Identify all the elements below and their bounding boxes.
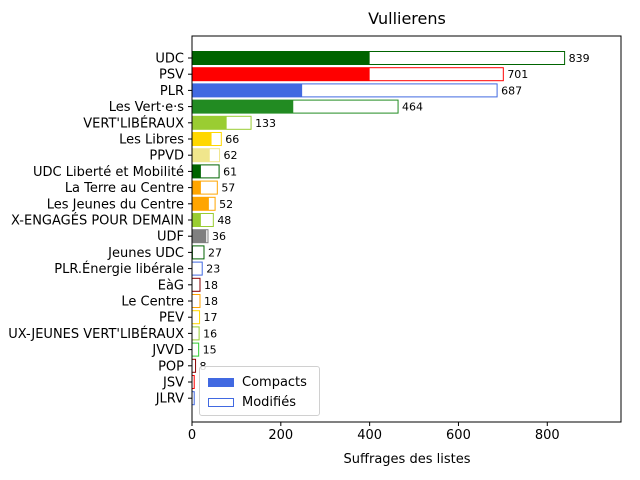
bar-compacts <box>192 116 227 130</box>
data-label: 57 <box>221 182 235 195</box>
legend-swatch-modifies <box>208 397 234 407</box>
data-label: 15 <box>203 344 217 357</box>
chart-title: Vullierens <box>368 9 446 28</box>
x-tick-label: 600 <box>446 428 471 443</box>
y-tick-label: EàG <box>158 278 184 293</box>
y-tick-label: Jeunes UDC <box>107 246 184 261</box>
data-label: 687 <box>501 84 522 97</box>
x-tick-label: 400 <box>357 428 382 443</box>
bar-compacts <box>192 83 303 97</box>
y-tick-label: POP <box>158 359 184 374</box>
y-tick-label: VERT'LIBÉRAUX <box>83 115 184 131</box>
data-label: 62 <box>224 149 238 162</box>
y-tick-label: JLRV <box>155 392 184 407</box>
data-label: 464 <box>402 101 423 114</box>
bar-modifies <box>191 310 201 325</box>
legend-item-modifies: Modifiés <box>208 394 296 410</box>
bar-group <box>191 51 566 406</box>
data-label: 701 <box>507 68 528 81</box>
y-tick-label: Les Jeunes du Centre <box>47 197 184 212</box>
legend-item-compacts: Compacts <box>208 374 307 390</box>
y-tick-label: Les Libres <box>119 133 184 148</box>
y-tick-label: PLR <box>160 84 184 99</box>
bar-modifies <box>191 261 203 276</box>
data-label: 48 <box>217 214 231 227</box>
y-tick-label: JSV <box>162 376 184 391</box>
bar-compacts <box>192 100 294 114</box>
legend: Compacts Modifiés <box>199 366 320 416</box>
legend-swatch-compacts <box>208 377 234 387</box>
y-tick-label: PLR.Énergie libérale <box>54 261 184 277</box>
bar-modifies <box>191 294 201 308</box>
bar-compacts <box>192 51 370 65</box>
legend-label-compacts: Compacts <box>242 374 307 390</box>
y-tick-label: Les Vert·e·s <box>109 100 185 115</box>
data-label: 18 <box>204 295 218 308</box>
x-tick-label: 800 <box>535 428 560 443</box>
bar-modifies <box>191 245 205 260</box>
data-label: 23 <box>206 263 220 276</box>
legend-label-modifies: Modifiés <box>242 394 296 410</box>
data-label: 61 <box>223 165 237 178</box>
bar-modifies <box>191 342 200 357</box>
data-label: 36 <box>212 230 226 243</box>
data-label: 66 <box>225 133 239 146</box>
y-tick-label: PSV <box>159 68 184 83</box>
data-label: 27 <box>208 246 222 259</box>
plot-frame <box>191 35 622 423</box>
bar-compacts <box>192 164 201 178</box>
x-tick-label: 0 <box>188 428 196 443</box>
y-tick-label: X-ENGAGÉS POUR DEMAIN <box>11 213 184 229</box>
y-tick-label: PPVD <box>149 149 184 164</box>
y-tick-label: Le Centre <box>121 295 184 310</box>
x-ticks: 0 200 400 600 800 <box>188 422 560 443</box>
bar-compacts <box>192 67 370 81</box>
data-label: 839 <box>569 52 590 65</box>
bar-modifies <box>191 277 201 292</box>
bar-compacts <box>192 132 212 146</box>
bar-modifies <box>191 326 200 341</box>
y-tick-label: UDF <box>157 230 184 245</box>
data-label: 17 <box>204 311 218 324</box>
data-labels: 839 701 687 464 133 66 62 61 57 52 48 36 27 23 18 18 17 1… <box>200 52 590 373</box>
y-tick-label: UDC <box>155 52 184 67</box>
bar-compacts <box>192 181 201 195</box>
data-label: 133 <box>255 117 276 130</box>
x-axis-label: Suffrages des listes <box>344 452 471 467</box>
y-tick-label: UDC Liberté et Mobilité <box>33 165 184 180</box>
y-tick-label: La Terre au Centre <box>65 181 184 196</box>
bar-compacts <box>192 197 209 211</box>
data-label: 18 <box>204 279 218 292</box>
y-tick-label: JVVD <box>151 343 184 358</box>
x-tick-label: 200 <box>268 428 293 443</box>
bar-compacts <box>192 213 201 227</box>
bar-compacts <box>192 229 207 243</box>
y-tick-label: PEV <box>159 311 184 326</box>
data-label: 52 <box>219 198 233 211</box>
y-tick-label: UX-JEUNES VERT'LIBÉRAUX <box>8 326 184 342</box>
bar-modifies <box>191 358 197 373</box>
data-label: 16 <box>203 327 217 340</box>
bar-compacts <box>192 148 210 162</box>
